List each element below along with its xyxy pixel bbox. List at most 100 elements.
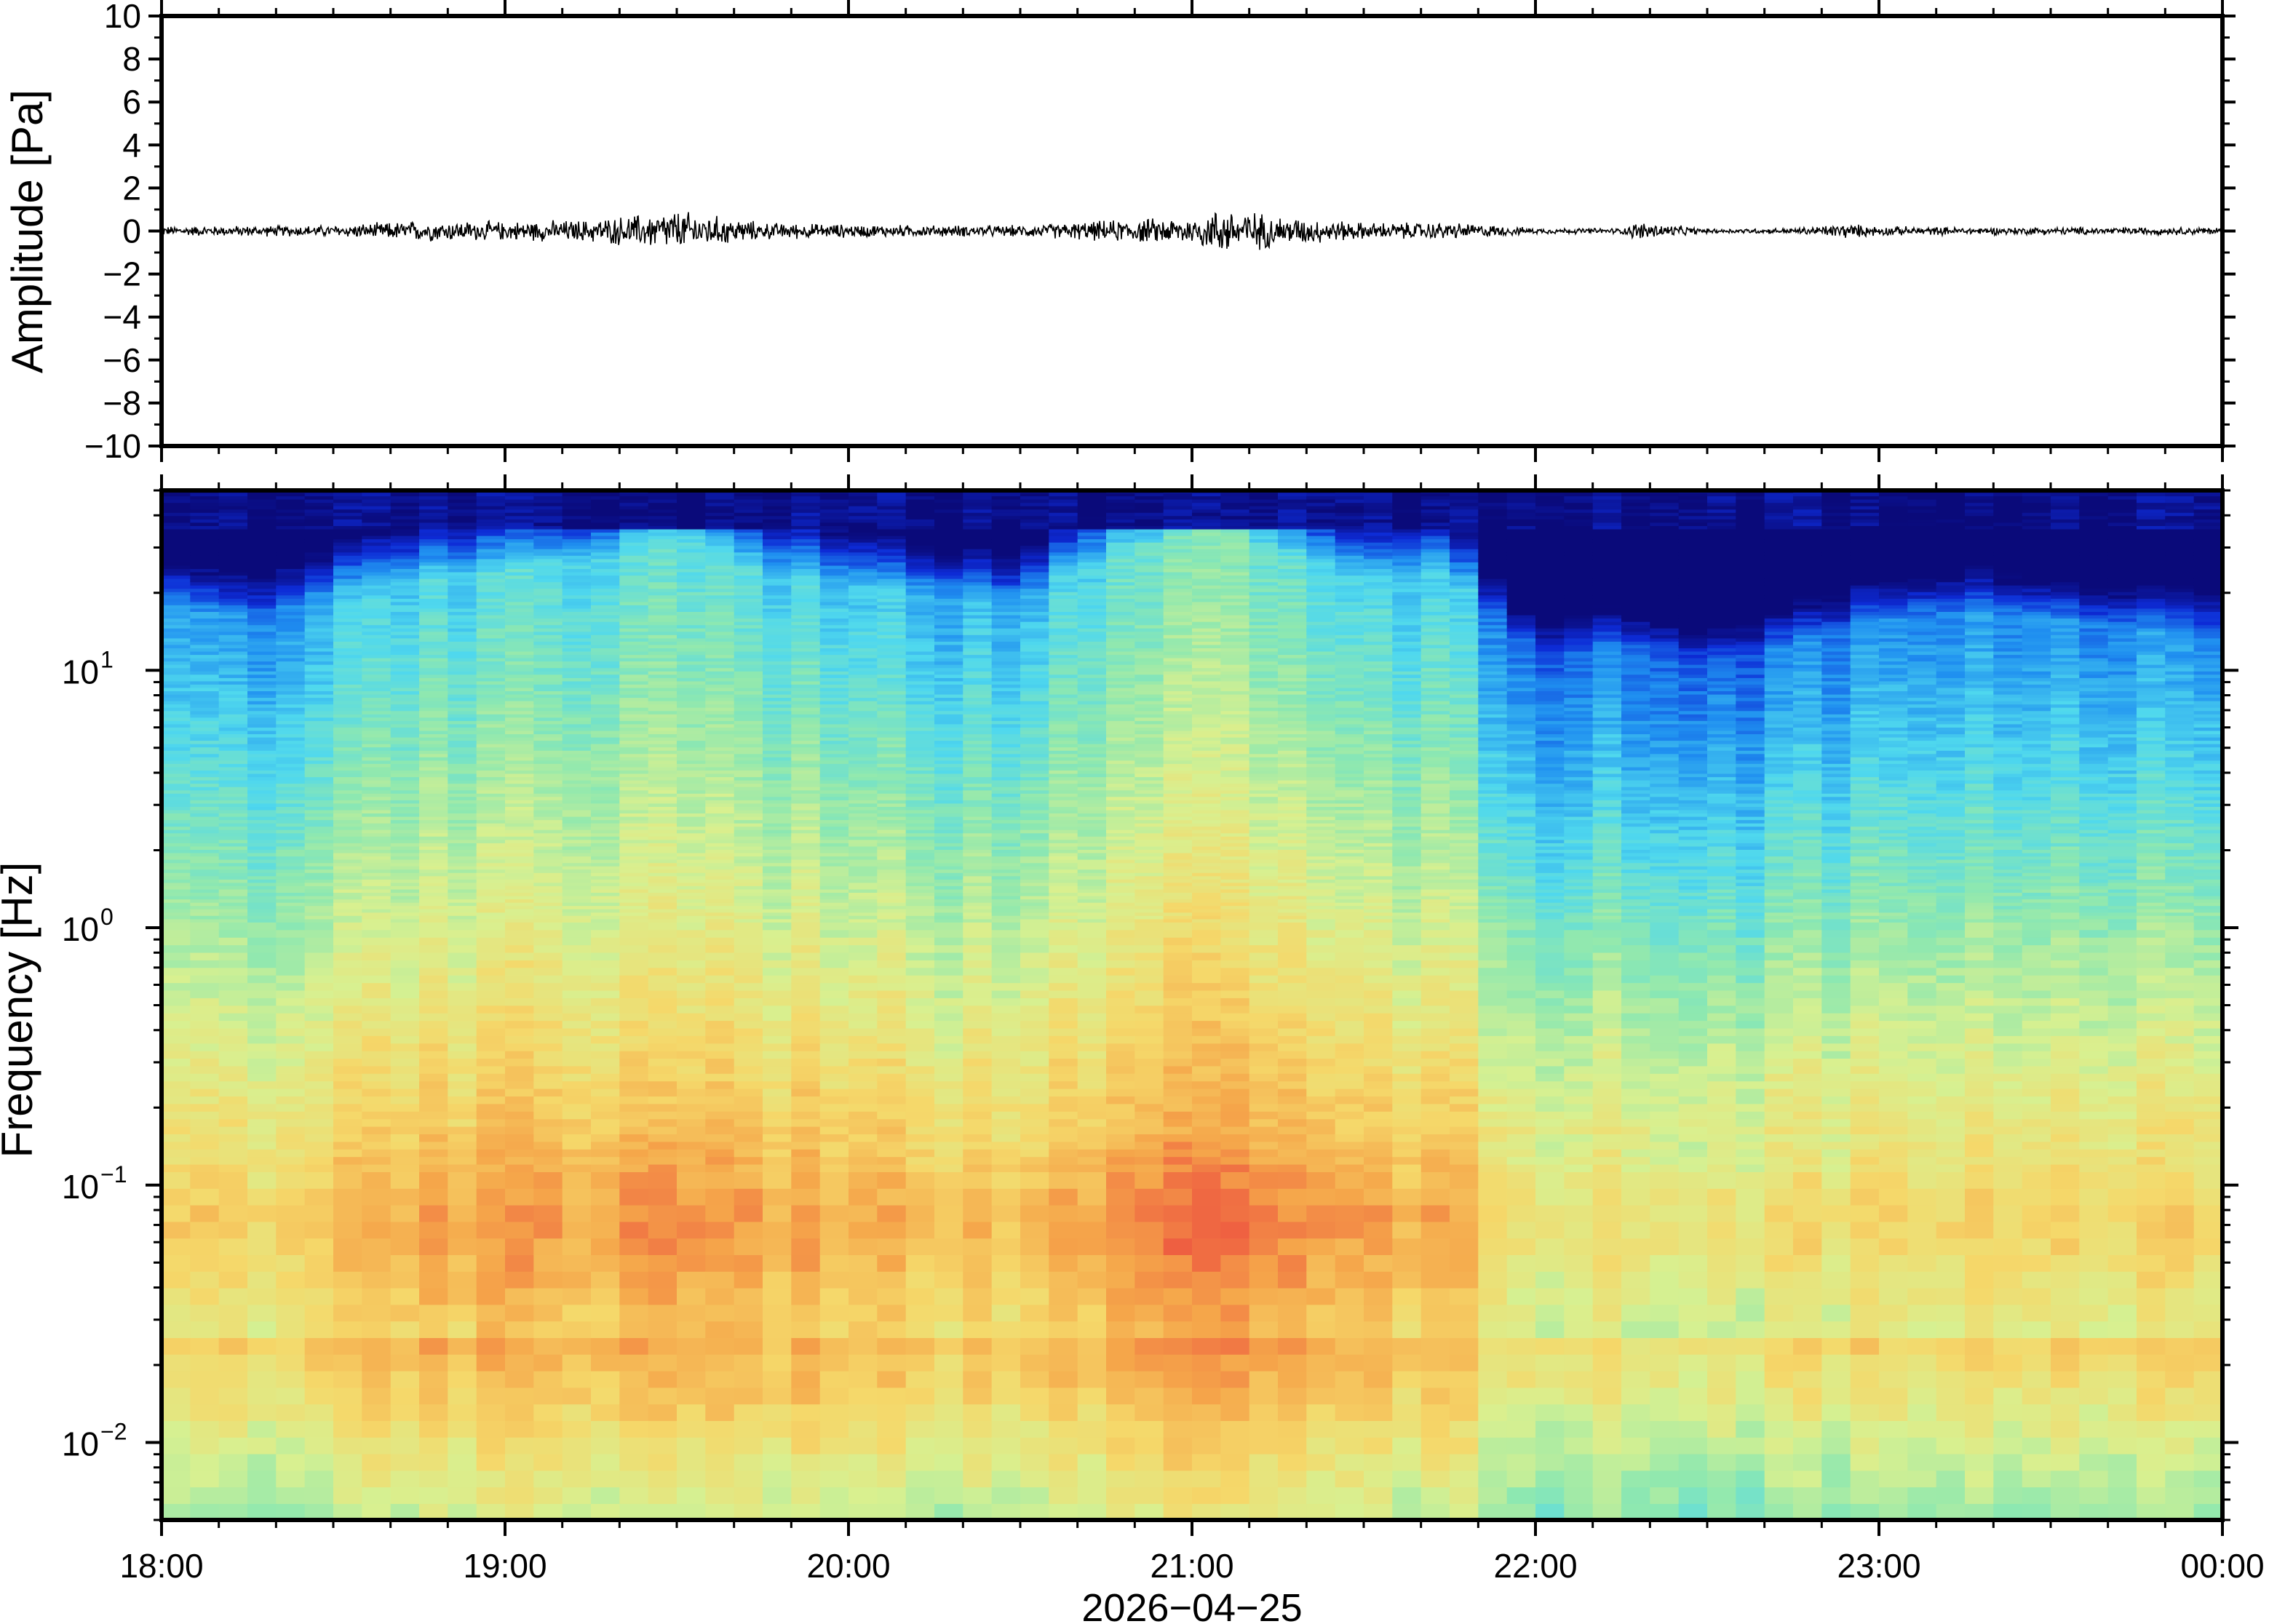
- spectrogram-cell: [591, 990, 621, 998]
- spectrogram-cell: [476, 588, 506, 592]
- spectrogram-cell: [734, 535, 763, 540]
- spectrogram-cell: [419, 545, 449, 549]
- spectrogram-cell: [362, 584, 392, 589]
- spectrogram-cell: [705, 717, 735, 721]
- spectrogram-cell: [304, 571, 334, 576]
- spectrogram-cell: [390, 736, 420, 741]
- spectrogram-cell: [819, 549, 849, 553]
- spectrogram-cell: [304, 875, 334, 880]
- spectrogram-cell: [562, 789, 592, 794]
- spectrogram-cell: [877, 982, 907, 991]
- spectrogram-cell: [419, 757, 449, 761]
- spectrogram-cell: [190, 1027, 220, 1036]
- waveform-y-tick-label: −10: [84, 427, 141, 465]
- spectrogram-cell: [476, 813, 506, 817]
- spectrogram-cell: [533, 532, 563, 536]
- spectrogram-cell: [562, 998, 592, 1006]
- spectrogram-cell: [705, 1096, 735, 1104]
- spectrogram-cell: [162, 760, 191, 764]
- waveform-frame: [159, 14, 2225, 448]
- spectrogram-cell: [533, 601, 563, 605]
- spectrogram-cell: [218, 671, 248, 675]
- spectrogram-cell: [677, 545, 707, 549]
- spectrogram-cell: [448, 730, 477, 735]
- spectrogram-cell: [448, 1387, 477, 1405]
- spectrogram-cell: [162, 783, 191, 787]
- spectrogram-cell: [390, 717, 420, 721]
- spectrogram-cell: [619, 862, 649, 867]
- spectrogram-cell: [591, 720, 621, 725]
- spectrogram-cell: [304, 555, 334, 560]
- spectrogram-cell: [619, 1188, 649, 1206]
- spectrogram-cell: [905, 1354, 935, 1372]
- spectrogram-cell: [276, 592, 306, 596]
- spectrogram-cell: [591, 717, 621, 721]
- spectrogram-cell: [247, 773, 277, 778]
- spectrogram-cell: [877, 687, 907, 691]
- spectrogram-cell: [591, 1171, 621, 1189]
- spectrogram-cell: [218, 555, 248, 560]
- spectrogram-cell: [591, 869, 621, 873]
- spectrogram-cell: [218, 1304, 248, 1322]
- spectrogram-cell: [247, 667, 277, 672]
- spectrogram-cell: [190, 588, 220, 592]
- spectrogram-cell: [533, 770, 563, 774]
- spectrogram-cell: [390, 674, 420, 678]
- spectrogram-cell: [533, 568, 563, 573]
- spectrogram-cell: [333, 637, 363, 642]
- spectrogram-cell: [648, 869, 677, 873]
- spectrogram-cell: [648, 515, 677, 520]
- spectrogram-cell: [562, 879, 592, 883]
- spectrogram-cell: [390, 1387, 420, 1405]
- spectrogram-cell: [304, 922, 334, 931]
- spectrogram-cell: [333, 747, 363, 751]
- spectrogram-cell: [476, 879, 506, 883]
- spectrogram-cell: [705, 690, 735, 695]
- spectrogram-cell: [819, 1096, 849, 1104]
- spectrogram-cell: [362, 618, 392, 622]
- spectrogram-cell: [162, 892, 191, 896]
- spectrogram-cell: [304, 813, 334, 817]
- spectrogram-cell: [190, 634, 220, 639]
- spectrogram-cell: [218, 862, 248, 867]
- spectrogram-cell: [619, 671, 649, 675]
- spectrogram-cell: [247, 581, 277, 586]
- spectrogram-cell: [849, 1096, 878, 1104]
- spectrogram-cell: [533, 621, 563, 626]
- spectrogram-cell: [390, 763, 420, 768]
- spectrogram-cell: [276, 1073, 306, 1082]
- spectrogram-cell: [390, 1470, 420, 1488]
- spectrogram-cell: [162, 1404, 191, 1421]
- spectrogram-cell: [362, 796, 392, 800]
- spectrogram-cell: [705, 558, 735, 562]
- spectrogram-cell: [734, 628, 763, 632]
- spectrogram-cell: [276, 555, 306, 560]
- spectrogram-cell: [218, 750, 248, 755]
- spectrogram-cell: [877, 1171, 907, 1189]
- spectrogram-cell: [705, 1088, 735, 1096]
- spectrogram-cell: [247, 1103, 277, 1112]
- spectrogram-cell: [591, 594, 621, 599]
- spectrogram-cell: [190, 952, 220, 960]
- spectrogram-cell: [677, 1171, 707, 1189]
- spectrogram-cell: [362, 856, 392, 860]
- spectrogram-cell: [505, 783, 535, 787]
- spectrogram-cell: [705, 757, 735, 761]
- spectrogram-cell: [533, 1118, 563, 1127]
- spectrogram-cell: [247, 982, 277, 991]
- spectrogram-cell: [448, 1126, 477, 1134]
- spectrogram-cell: [763, 770, 792, 774]
- spectrogram-cell: [705, 783, 735, 787]
- spectrogram-cell: [218, 960, 248, 968]
- spectrogram-cell: [419, 594, 449, 599]
- spectrogram-cell: [476, 565, 506, 569]
- spectrogram-cell: [763, 532, 792, 536]
- spectrogram-cell: [705, 1163, 735, 1172]
- spectrogram-cell: [333, 787, 363, 791]
- spectrogram-cell: [448, 578, 477, 583]
- spectrogram-cell: [877, 618, 907, 622]
- spectrogram-cell: [533, 1437, 563, 1454]
- spectrogram-cell: [591, 905, 621, 909]
- spectrogram-cell: [362, 819, 392, 824]
- spectrogram-cell: [162, 558, 191, 562]
